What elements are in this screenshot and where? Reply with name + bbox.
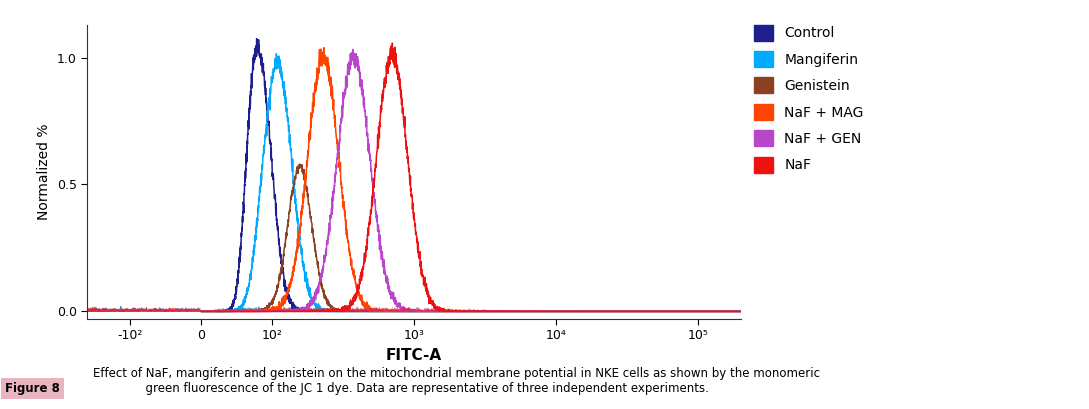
Mangiferin [298,269,311,274]
NaF + MAG [195,309,208,314]
NaF + GEN [195,309,208,314]
NaF + MAG [304,128,317,133]
Legend: Control, Mangiferin, Genistein, NaF + MAG, NaF + GEN, NaF: Control, Mangiferin, Genistein, NaF + MA… [754,25,864,173]
Control [734,309,747,314]
NaF + GEN [195,309,208,314]
Mangiferin [528,309,541,314]
NaF [195,309,208,314]
Text: Effect of NaF, mangiferin and genistein on the mitochondrial membrane potential : Effect of NaF, mangiferin and genistein … [93,367,820,395]
NaF [386,41,399,46]
Line: NaF: NaF [201,43,741,311]
Line: NaF + MAG: NaF + MAG [201,48,741,311]
NaF [734,309,747,314]
NaF [674,309,687,314]
NaF + MAG [734,309,747,314]
NaF + MAG [528,309,541,314]
Mangiferin [674,309,687,314]
NaF [528,309,541,314]
Text: Figure 8: Figure 8 [5,382,60,395]
Genistein [304,213,317,218]
Genistein [711,309,724,314]
NaF + MAG [339,223,352,228]
Mangiferin [711,309,724,314]
Line: Mangiferin: Mangiferin [201,54,741,311]
Mangiferin [734,309,747,314]
Genistein [674,309,687,314]
NaF + GEN [711,309,724,314]
Control [711,309,724,314]
NaF [339,303,352,308]
Line: NaF + GEN: NaF + GEN [201,49,741,311]
Mangiferin [195,309,208,314]
Mangiferin [195,309,208,314]
Control [340,309,353,314]
Mangiferin [270,52,283,56]
NaF + GEN [674,309,687,314]
NaF + GEN [297,305,310,310]
Genistein [528,309,541,314]
Mangiferin [340,309,353,314]
X-axis label: FITC-A: FITC-A [386,348,442,363]
Line: Genistein: Genistein [201,164,741,311]
NaF + GEN [528,309,541,314]
Control [250,36,264,41]
Genistein [195,309,208,314]
Genistein [339,309,352,314]
Control [298,307,311,312]
NaF + MAG [674,309,687,314]
NaF + MAG [317,45,330,50]
Control [195,309,208,314]
Control [674,309,687,314]
Control [528,309,541,314]
NaF + GEN [304,299,317,303]
Mangiferin [304,291,317,296]
NaF + MAG [297,189,310,194]
NaF [297,309,310,314]
Genistein [293,162,306,166]
NaF + GEN [346,47,359,52]
Genistein [734,309,747,314]
NaF + GEN [339,74,352,79]
Y-axis label: Normalized %: Normalized % [37,124,51,220]
NaF [304,309,317,314]
Control [195,309,208,314]
Control [304,307,317,312]
NaF + MAG [711,309,724,314]
NaF + GEN [734,309,747,314]
Genistein [297,178,310,182]
NaF [711,309,724,314]
Line: Control: Control [201,39,741,311]
